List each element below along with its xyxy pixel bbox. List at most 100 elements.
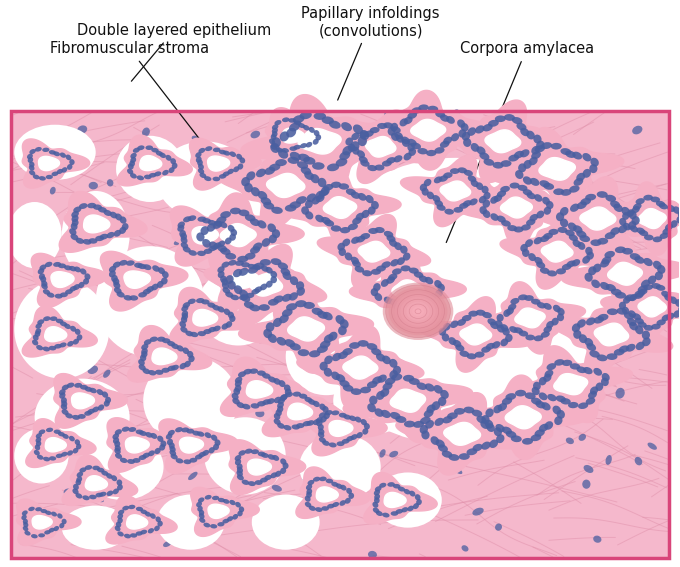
- Ellipse shape: [114, 448, 121, 454]
- Ellipse shape: [288, 157, 299, 164]
- Ellipse shape: [203, 523, 210, 527]
- Ellipse shape: [534, 429, 545, 437]
- Ellipse shape: [625, 294, 636, 301]
- Ellipse shape: [675, 299, 680, 307]
- Ellipse shape: [107, 179, 114, 187]
- Polygon shape: [54, 374, 127, 428]
- Ellipse shape: [118, 531, 124, 536]
- Ellipse shape: [222, 519, 229, 523]
- Ellipse shape: [586, 318, 596, 325]
- Ellipse shape: [343, 414, 351, 420]
- Ellipse shape: [361, 210, 369, 218]
- Polygon shape: [311, 401, 387, 456]
- Ellipse shape: [388, 299, 398, 306]
- Polygon shape: [384, 492, 406, 507]
- Bar: [11, 111, 669, 558]
- Ellipse shape: [286, 318, 367, 395]
- Ellipse shape: [272, 485, 282, 492]
- Ellipse shape: [340, 485, 347, 490]
- Ellipse shape: [205, 146, 212, 151]
- Polygon shape: [152, 348, 177, 365]
- Ellipse shape: [144, 339, 152, 345]
- Ellipse shape: [71, 215, 79, 222]
- Ellipse shape: [268, 299, 279, 306]
- Ellipse shape: [403, 252, 411, 261]
- Ellipse shape: [211, 249, 219, 258]
- Ellipse shape: [526, 335, 535, 340]
- Ellipse shape: [543, 303, 551, 310]
- Ellipse shape: [275, 471, 282, 477]
- Ellipse shape: [274, 413, 280, 420]
- Ellipse shape: [497, 191, 506, 197]
- Polygon shape: [390, 389, 426, 412]
- Ellipse shape: [245, 293, 254, 298]
- Ellipse shape: [177, 222, 185, 228]
- Ellipse shape: [54, 294, 63, 299]
- Ellipse shape: [384, 231, 393, 238]
- Ellipse shape: [635, 318, 644, 324]
- Ellipse shape: [218, 240, 225, 247]
- Polygon shape: [364, 472, 437, 524]
- Ellipse shape: [401, 507, 408, 513]
- Ellipse shape: [639, 230, 648, 236]
- Ellipse shape: [225, 291, 233, 298]
- Ellipse shape: [298, 123, 305, 128]
- Ellipse shape: [573, 239, 581, 247]
- Ellipse shape: [159, 153, 166, 158]
- Ellipse shape: [479, 196, 486, 204]
- Ellipse shape: [643, 284, 653, 290]
- Ellipse shape: [180, 327, 188, 333]
- Ellipse shape: [106, 473, 116, 483]
- Ellipse shape: [544, 421, 553, 430]
- Ellipse shape: [435, 147, 445, 154]
- Ellipse shape: [299, 154, 310, 162]
- Ellipse shape: [374, 494, 380, 500]
- Polygon shape: [343, 358, 473, 443]
- Ellipse shape: [80, 467, 86, 472]
- Ellipse shape: [641, 280, 650, 288]
- Ellipse shape: [133, 147, 140, 153]
- Ellipse shape: [115, 453, 122, 459]
- Ellipse shape: [266, 281, 273, 287]
- Ellipse shape: [49, 150, 56, 155]
- Ellipse shape: [372, 158, 381, 166]
- Ellipse shape: [59, 523, 65, 528]
- Ellipse shape: [521, 225, 531, 231]
- Ellipse shape: [508, 303, 516, 311]
- Ellipse shape: [290, 276, 299, 285]
- Ellipse shape: [301, 206, 309, 215]
- Ellipse shape: [192, 239, 199, 248]
- Ellipse shape: [61, 404, 67, 410]
- Ellipse shape: [50, 187, 56, 194]
- Ellipse shape: [14, 125, 96, 180]
- Ellipse shape: [237, 475, 244, 480]
- Polygon shape: [39, 156, 60, 171]
- Polygon shape: [401, 155, 510, 227]
- Ellipse shape: [416, 499, 422, 505]
- Ellipse shape: [462, 315, 472, 321]
- Ellipse shape: [619, 345, 629, 353]
- Ellipse shape: [97, 389, 103, 395]
- Ellipse shape: [400, 246, 407, 254]
- Ellipse shape: [128, 505, 135, 509]
- Ellipse shape: [407, 506, 414, 511]
- Ellipse shape: [373, 283, 381, 291]
- Ellipse shape: [381, 261, 391, 268]
- Ellipse shape: [181, 242, 188, 249]
- Ellipse shape: [37, 319, 44, 325]
- Ellipse shape: [77, 297, 86, 305]
- Ellipse shape: [336, 484, 343, 489]
- Circle shape: [409, 304, 427, 319]
- Polygon shape: [26, 419, 96, 467]
- Ellipse shape: [384, 111, 390, 118]
- Ellipse shape: [554, 359, 564, 366]
- Ellipse shape: [467, 127, 476, 136]
- Ellipse shape: [377, 361, 384, 369]
- Ellipse shape: [39, 264, 46, 270]
- Ellipse shape: [346, 394, 357, 402]
- Ellipse shape: [306, 136, 374, 202]
- Ellipse shape: [554, 416, 562, 425]
- Ellipse shape: [199, 452, 206, 458]
- Ellipse shape: [208, 246, 217, 251]
- Ellipse shape: [235, 260, 244, 266]
